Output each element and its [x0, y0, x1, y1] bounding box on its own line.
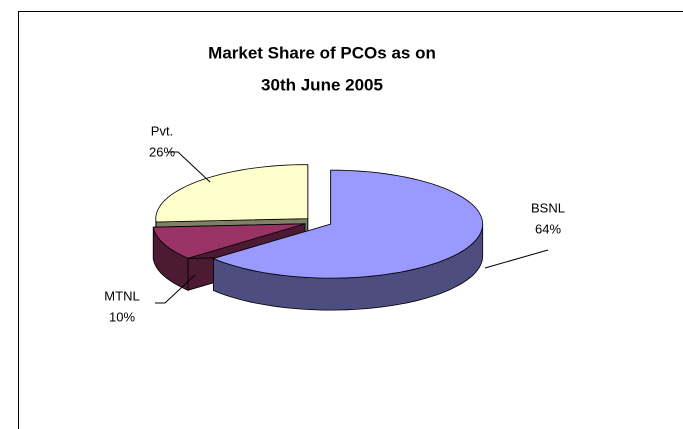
leader-line: [168, 151, 211, 183]
leader-line: [484, 249, 549, 269]
leader-line: [155, 274, 196, 304]
pie: [152, 164, 484, 311]
slice-label: MTNL: [104, 288, 139, 303]
chart-title: 30th June 2005: [261, 75, 383, 94]
slice: [212, 169, 484, 279]
slice-label: BSNL: [531, 200, 565, 215]
slice: [155, 164, 309, 223]
slice-value-label: 64%: [535, 221, 561, 236]
slice-label: Pvt.: [151, 123, 173, 138]
slice-value-label: 26%: [149, 144, 175, 159]
slice-value-label: 10%: [109, 309, 135, 324]
slice: [152, 223, 306, 259]
chart-title: Market Share of PCOs as on: [208, 43, 436, 62]
